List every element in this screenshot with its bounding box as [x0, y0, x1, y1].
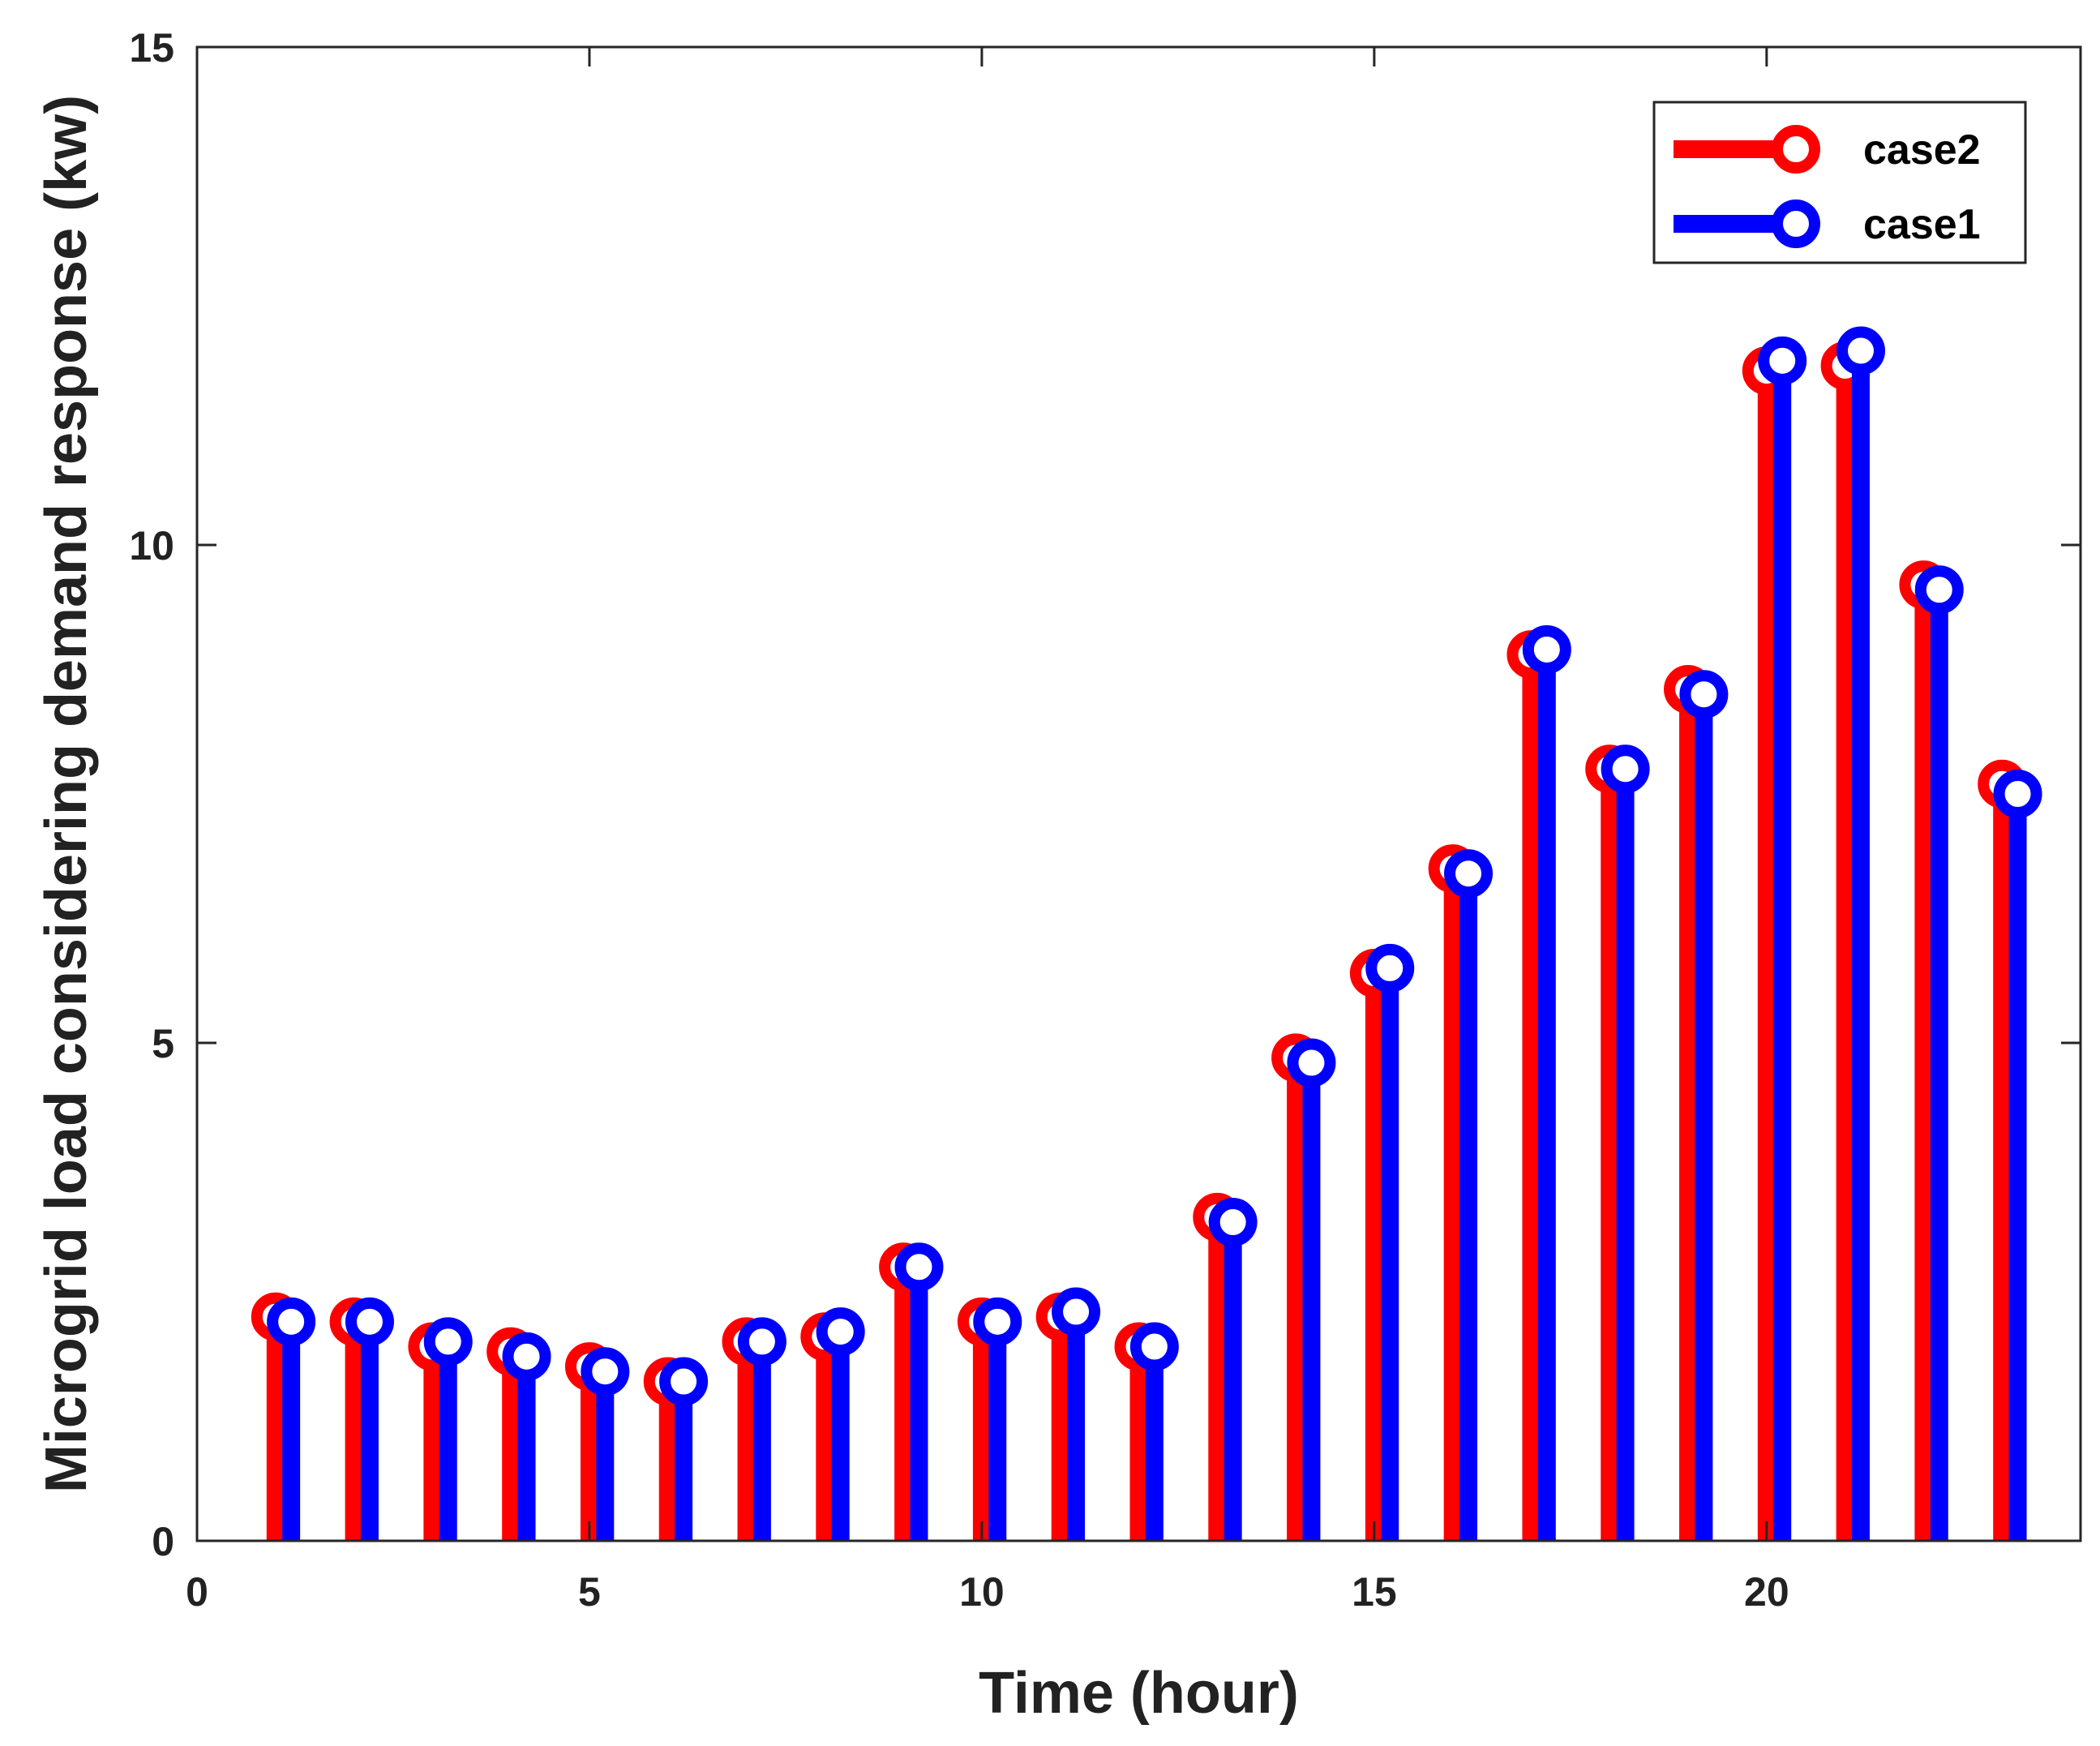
case1-marker [502, 1332, 551, 1381]
x-tick-label: 15 [1352, 1569, 1397, 1615]
case1-marker [1601, 744, 1650, 794]
x-axis-label: Time (hour) [979, 1661, 1299, 1726]
case1-marker [1758, 336, 1807, 385]
case1-marker [1129, 1322, 1179, 1371]
legend-marker-case1 [1772, 199, 1820, 248]
case1-marker [1444, 849, 1494, 899]
case1-marker [1208, 1198, 1258, 1247]
case1-marker [581, 1347, 630, 1396]
case1-marker [1522, 624, 1571, 674]
case1-marker [423, 1317, 473, 1366]
case1-marker [659, 1357, 709, 1406]
case1-marker [1679, 670, 1729, 719]
case1-marker [973, 1297, 1022, 1346]
y-tick-label: 10 [129, 523, 174, 568]
y-axis-label: Microgrid load considering demand respon… [34, 95, 99, 1493]
axis-ticks: 0 5 10 15 20 0 5 10 15 [129, 25, 2081, 1615]
legend-label-case2: case2 [1863, 127, 1981, 174]
plot-area-frame [195, 45, 2082, 1542]
y-tick-label: 5 [152, 1021, 174, 1066]
x-tick-label: 20 [1744, 1569, 1789, 1615]
legend-box [1652, 101, 2027, 264]
case1-marker [894, 1242, 944, 1292]
case1-marker [1836, 326, 1885, 375]
case1-marker [816, 1307, 865, 1357]
case1-marker [267, 1297, 316, 1346]
series-case1 [267, 326, 2042, 1541]
case1-marker [1993, 770, 2042, 818]
legend-marker-case2 [1772, 125, 1820, 174]
legend-label-case1: case1 [1863, 201, 1981, 248]
y-tick-label: 0 [152, 1519, 174, 1564]
case1-marker [345, 1297, 394, 1346]
x-tick-label: 10 [959, 1569, 1005, 1615]
y-tick-label: 15 [129, 25, 174, 71]
x-tick-label: 5 [578, 1569, 601, 1615]
legend: case2 case1 [1652, 101, 2027, 264]
case1-marker [1052, 1287, 1101, 1336]
case1-marker [737, 1317, 786, 1366]
case1-marker [1365, 943, 1415, 993]
x-tick-label: 0 [186, 1569, 208, 1615]
stem-series-group [251, 326, 2042, 1541]
case1-marker [1287, 1038, 1336, 1087]
case1-marker [1914, 565, 1964, 615]
